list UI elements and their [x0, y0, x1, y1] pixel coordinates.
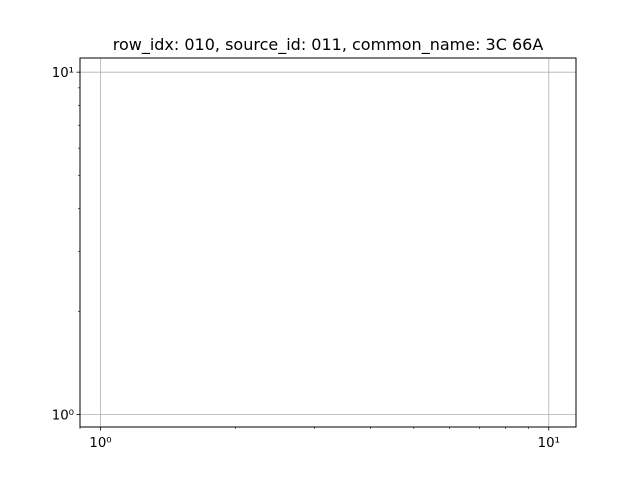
chart-title: row_idx: 010, source_id: 011, common_nam… — [113, 35, 544, 55]
plot-area — [80, 58, 576, 427]
y-tick-label: 10⁰ — [52, 409, 74, 424]
x-tick-label: 10⁰ — [89, 436, 111, 451]
y-tick-label: 10¹ — [52, 66, 74, 81]
grid-lines — [80, 58, 576, 427]
x-tick-label: 10¹ — [538, 436, 560, 451]
axis-ticks: 10⁰ 10¹ 10⁰ 10¹ — [52, 66, 560, 451]
plot-frame — [79, 57, 577, 428]
